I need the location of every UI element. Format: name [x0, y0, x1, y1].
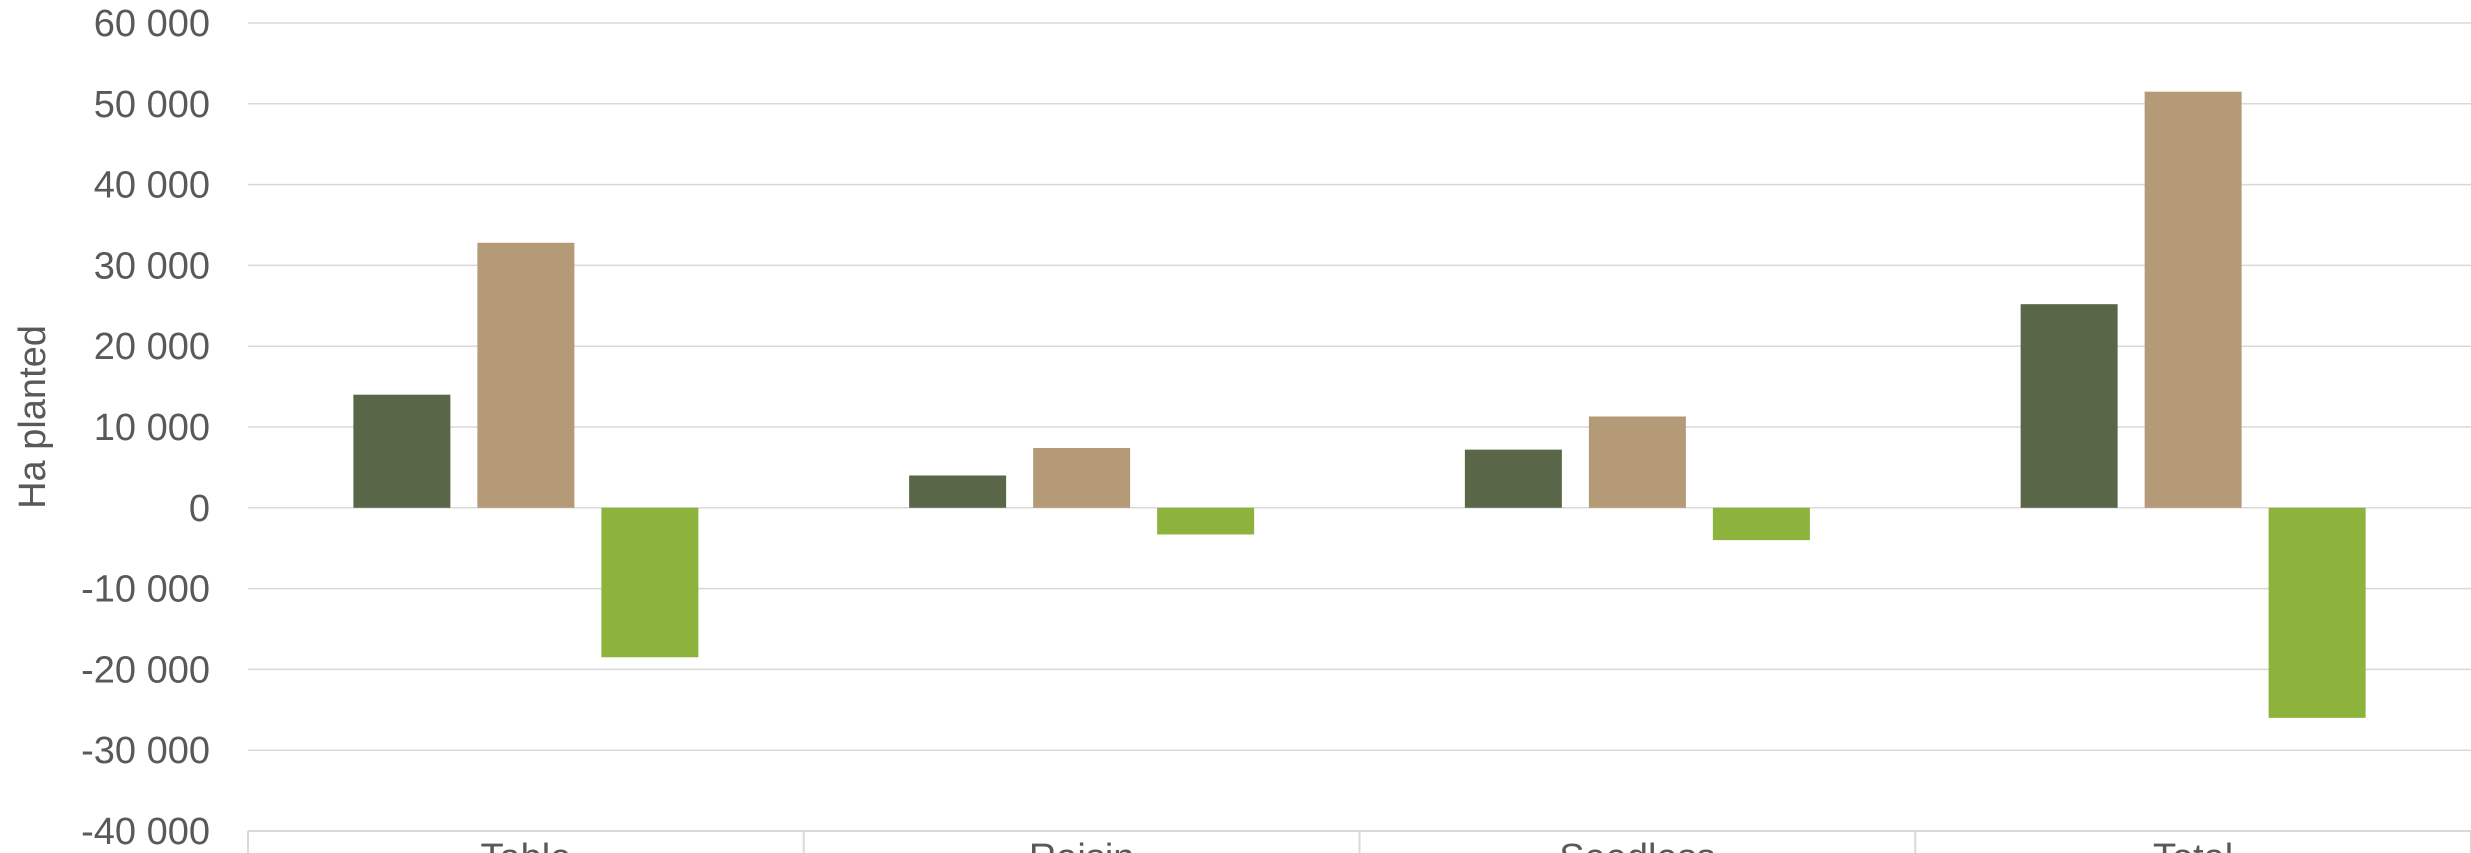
y-tick-label: -10 000	[81, 569, 210, 611]
category-label: Table	[480, 837, 571, 853]
bar	[477, 242, 575, 508]
y-tick-label: -30 000	[81, 730, 210, 772]
bar	[1712, 507, 1810, 541]
bar	[353, 394, 451, 508]
bar	[601, 507, 699, 658]
y-tick-label: 60 000	[94, 3, 210, 45]
gridlines	[248, 22, 2471, 832]
x-axis	[247, 830, 2471, 853]
bar	[2268, 507, 2366, 718]
y-tick-label: 50 000	[94, 84, 210, 126]
bar	[2020, 304, 2118, 508]
bar	[1588, 416, 1686, 508]
bar	[1033, 448, 1131, 508]
category-label: Total	[2153, 837, 2233, 853]
y-tick-label: 30 000	[94, 245, 210, 287]
y-tick-label: 40 000	[94, 165, 210, 207]
bar	[1464, 449, 1562, 508]
y-tick-label: -20 000	[81, 649, 210, 691]
bar	[2144, 91, 2242, 508]
category-label: Seedless	[1559, 837, 1715, 853]
y-tick-label: 20 000	[94, 326, 210, 368]
bar	[1157, 507, 1255, 535]
y-axis-ticks: 60 000 50 000 40 000 30 000 20 000 10 000 0 -10…	[81, 3, 210, 853]
category-labels: Table Raisin Seedless Total	[480, 837, 2233, 853]
bars	[353, 91, 2366, 718]
category-label: Raisin	[1029, 837, 1135, 853]
y-tick-label: 10 000	[94, 407, 210, 449]
y-axis-label: Ha planted	[12, 325, 54, 509]
y-tick-label: -40 000	[81, 811, 210, 853]
y-tick-label: 0	[189, 488, 210, 530]
bar	[909, 475, 1007, 508]
